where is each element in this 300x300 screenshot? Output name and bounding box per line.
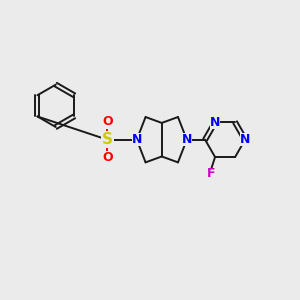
Text: N: N [182,133,192,146]
Text: F: F [207,167,216,180]
Text: O: O [102,152,112,164]
Text: N: N [132,133,142,146]
Text: S: S [102,132,113,147]
Text: N: N [240,133,250,146]
Text: N: N [210,116,220,129]
Text: O: O [102,115,112,128]
